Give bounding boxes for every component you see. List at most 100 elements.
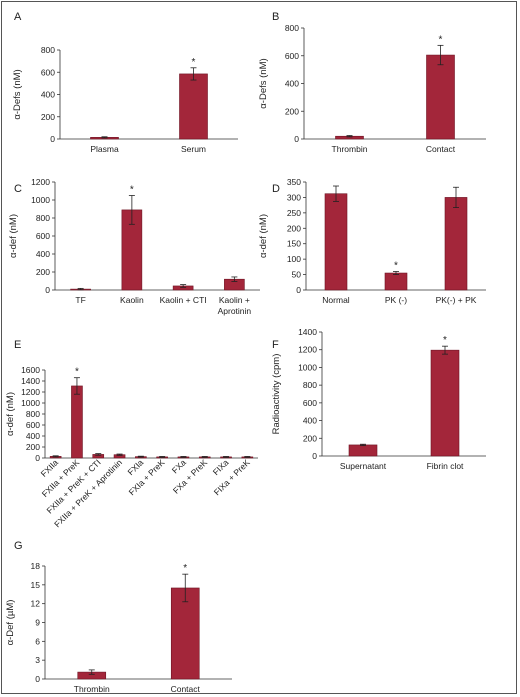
x-tick-label: PK (-) bbox=[385, 295, 407, 305]
x-tick-label: Normal bbox=[322, 295, 350, 305]
y-tick-label: 150 bbox=[287, 239, 301, 249]
bar bbox=[348, 444, 378, 457]
panel-f: F Radioactivity (cpm) 0 200 400 600 800 1000 120… bbox=[271, 327, 486, 471]
x-tick-label: Thrombin bbox=[332, 144, 368, 154]
panel-b: Bα-Defs (nM) 0 200 400 600 800 Thrombin * Contac… bbox=[258, 11, 486, 154]
y-tick-label: 400 bbox=[26, 431, 40, 441]
y-tick-label: 12 bbox=[31, 599, 41, 609]
y-tick-label: 600 bbox=[41, 67, 55, 77]
y-tick-label: 0 bbox=[296, 285, 301, 295]
x-tick-label: Contact bbox=[426, 144, 456, 154]
y-tick-label: 1200 bbox=[21, 387, 40, 397]
y-axis-title: α-Defs (nM) bbox=[258, 58, 269, 108]
y-tick-label: 200 bbox=[303, 433, 317, 443]
bar bbox=[426, 54, 455, 140]
x-tick-label: Plasma bbox=[90, 144, 119, 154]
panel-e: Eα-def (nM) 02004006008001000120014001600… bbox=[5, 339, 258, 529]
y-tick-label: 200 bbox=[26, 442, 40, 452]
y-tick-label: 800 bbox=[285, 23, 299, 33]
y-tick-label: 1000 bbox=[31, 195, 50, 205]
bar bbox=[170, 587, 200, 680]
y-axis-title: α-def (nM) bbox=[5, 392, 16, 436]
x-tick-label: Kaolin + CTI bbox=[160, 295, 207, 305]
panel-letter: D bbox=[272, 183, 280, 195]
significance-marker: * bbox=[394, 260, 398, 271]
y-tick-label: 800 bbox=[303, 380, 317, 390]
bar bbox=[324, 193, 348, 291]
bar bbox=[444, 197, 468, 291]
y-tick-label: 1400 bbox=[21, 376, 40, 386]
y-tick-label: 800 bbox=[36, 213, 50, 223]
significance-marker: * bbox=[439, 34, 443, 45]
y-tick-label: 1400 bbox=[298, 327, 317, 337]
y-tick-label: 1200 bbox=[31, 177, 50, 187]
significance-marker: * bbox=[443, 335, 447, 346]
y-tick-label: 0 bbox=[50, 134, 55, 144]
y-tick-label: 1000 bbox=[21, 398, 40, 408]
panel-letter: E bbox=[14, 339, 21, 351]
y-tick-label: 200 bbox=[285, 106, 299, 116]
y-tick-label: 400 bbox=[41, 90, 55, 100]
y-tick-label: 15 bbox=[31, 580, 41, 590]
x-tick-label: Serum bbox=[181, 144, 206, 154]
panel-letter: G bbox=[14, 540, 23, 552]
y-tick-label: 1000 bbox=[298, 362, 317, 372]
y-tick-label: 100 bbox=[287, 254, 301, 264]
panel-letter: B bbox=[272, 11, 279, 23]
x-tick-label: Thrombin bbox=[74, 684, 110, 694]
y-tick-label: 400 bbox=[285, 79, 299, 89]
y-tick-label: 600 bbox=[26, 420, 40, 430]
y-tick-label: 0 bbox=[294, 134, 299, 144]
y-tick-label: 9 bbox=[35, 618, 40, 628]
x-tick-label: Contact bbox=[171, 684, 201, 694]
y-tick-label: 800 bbox=[41, 45, 55, 55]
x-tick-label: Supernatant bbox=[340, 461, 387, 471]
x-tick-label: PK(-) + PK bbox=[436, 295, 477, 305]
y-tick-label: 400 bbox=[36, 249, 50, 259]
panel-g: Gα-Def (µM) 0 3 6 9 12 15 18 Thrombin * Contact bbox=[5, 540, 232, 694]
y-tick-label: 50 bbox=[292, 270, 302, 280]
panel-letter: F bbox=[272, 339, 279, 351]
significance-marker: * bbox=[192, 57, 196, 68]
y-axis-title: α-def (nM) bbox=[258, 214, 269, 258]
y-tick-label: 350 bbox=[287, 177, 301, 187]
y-tick-label: 1200 bbox=[298, 345, 317, 355]
x-tick-label: Fibrin clot bbox=[427, 461, 464, 471]
y-axis-title: α-def (nM) bbox=[8, 214, 19, 258]
bar bbox=[430, 349, 460, 457]
significance-marker: * bbox=[183, 563, 187, 574]
y-tick-label: 3 bbox=[35, 655, 40, 665]
bar bbox=[71, 385, 83, 459]
x-tick-label: TF bbox=[75, 295, 85, 305]
panel-c: Cα-def (nM) 0 200 400 600 800 1000 1200 TF * Kaoli… bbox=[8, 177, 260, 316]
y-axis-title: Radioactivity (cpm) bbox=[271, 354, 282, 435]
y-tick-label: 1600 bbox=[21, 365, 40, 375]
y-tick-label: 300 bbox=[287, 192, 301, 202]
y-tick-label: 6 bbox=[35, 636, 40, 646]
panel-letter: A bbox=[14, 11, 22, 23]
y-tick-label: 18 bbox=[31, 561, 41, 571]
y-tick-label: 800 bbox=[26, 409, 40, 419]
panel-letter: C bbox=[14, 183, 22, 195]
y-tick-label: 400 bbox=[303, 416, 317, 426]
panel-a: Aα-Defs (nM) 0 200 400 600 800 Plasma * Serum bbox=[12, 11, 238, 154]
x-tick-label: Kaolin + Aprotinin bbox=[218, 295, 252, 316]
y-tick-label: 0 bbox=[35, 453, 40, 463]
y-axis-title: α-Defs (nM) bbox=[12, 69, 23, 119]
y-tick-label: 600 bbox=[36, 231, 50, 241]
significance-marker: * bbox=[75, 367, 79, 378]
y-tick-label: 200 bbox=[287, 223, 301, 233]
bar bbox=[384, 272, 408, 291]
y-tick-label: 0 bbox=[45, 285, 50, 295]
significance-marker: * bbox=[130, 185, 134, 196]
y-tick-label: 200 bbox=[36, 267, 50, 277]
y-tick-label: 0 bbox=[312, 451, 317, 461]
x-tick-label: Kaolin bbox=[120, 295, 144, 305]
y-tick-label: 200 bbox=[41, 112, 55, 122]
y-tick-label: 250 bbox=[287, 208, 301, 218]
y-tick-label: 600 bbox=[285, 51, 299, 61]
panel-d: Dα-def (nM) 0 50 100 150 200 250 300 350 Normal * P… bbox=[258, 177, 486, 305]
